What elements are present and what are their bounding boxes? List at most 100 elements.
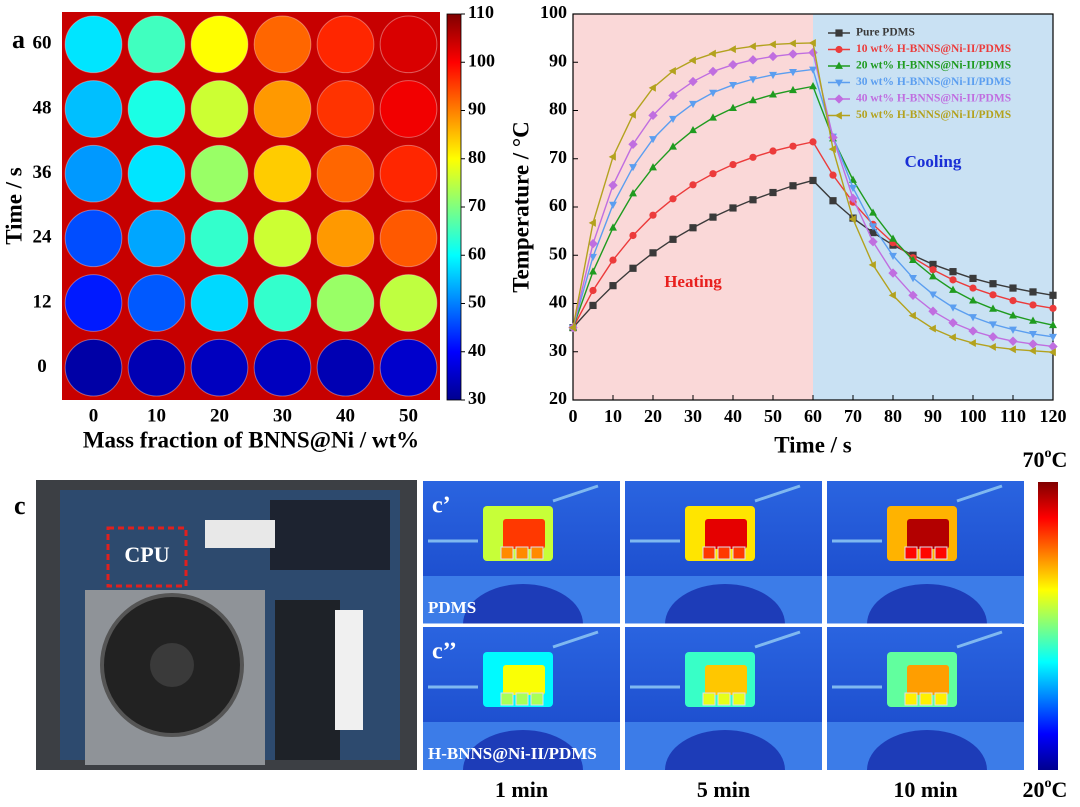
point [709,170,717,178]
y-tick-label: 40 [549,292,567,312]
thermal-square [904,692,918,706]
colorbar-tick-label: 60 [468,243,486,263]
y-tick-label: 70 [549,147,567,167]
x-tick-label: 100 [960,406,987,426]
point [649,136,657,144]
thermal-square [919,692,933,706]
heat-cell [190,274,249,332]
x-tick-label: 40 [724,406,742,426]
x-tick-label: 20 [644,406,662,426]
thermal-square [717,692,731,706]
legend-label: 10 wt% H-BNNS@Ni-II/PDMS [856,43,1011,55]
point [829,197,837,205]
colorbar-min-value: 20 [1023,777,1045,802]
point [609,256,617,264]
heat-cell [190,15,249,74]
unit: C [1052,777,1068,802]
point [949,268,957,276]
point [968,339,976,348]
point [1009,297,1017,305]
colorbar-tick-label: 80 [468,147,486,167]
point [649,211,657,219]
point [728,45,736,54]
point [809,138,817,146]
point [709,113,717,121]
point [769,71,777,80]
point [834,94,844,104]
colorbar-max-value: 70 [1023,447,1045,472]
heat-cell [316,144,375,203]
y-tick-label: 12 [33,291,52,312]
point [788,49,798,59]
point [868,237,878,247]
y-axis-title: Temperature / °C [508,121,533,292]
row-tag: c’’ [432,639,457,665]
thermal-hotspot [503,519,545,549]
y-tick-label: 50 [549,243,567,263]
heat-cell [127,15,186,74]
colorbar-tick-label: 50 [468,292,486,312]
point [848,215,856,224]
point [869,208,877,216]
point [729,103,737,111]
point [834,111,842,120]
point [908,311,916,320]
x-tick-label: 40 [336,405,355,426]
y-tick-label: 60 [549,195,567,215]
legend-label: Pure PDMS [856,27,915,39]
heat-cell [190,144,249,203]
thermal-wire [630,484,801,543]
heat-cell [64,144,123,203]
y-tick-label: 60 [33,33,52,54]
point [589,301,597,310]
point [648,83,656,92]
thermal-square [530,692,544,706]
thermal-wire [630,630,801,689]
point [968,326,978,336]
unit-sup: o [1045,446,1052,461]
heat-cell [253,338,312,397]
point [1029,316,1037,324]
heat-cell [253,15,312,74]
point [809,82,817,90]
legend-label: 30 wt% H-BNNS@Ni-II/PDMS [856,76,1011,88]
point [1029,301,1037,309]
point [929,272,937,280]
point [1049,304,1057,312]
point [929,291,937,299]
thermal-images: c’ PDMS c’’ H-BNNS@Ni-II/PDMS 1 min 5 min 10 m… [423,481,1024,802]
time-label: 10 min [893,777,957,802]
thermal-square [934,692,948,706]
point [749,196,757,204]
point [835,29,843,37]
x-tick-label: 20 [210,405,229,426]
heat-cell [64,15,123,74]
point [768,40,776,49]
point [989,280,997,288]
colorbar-tick-label: 110 [468,2,494,22]
point [1048,348,1056,357]
thermal-square [515,692,529,706]
x-tick-label: 80 [884,406,902,426]
heat-cell [64,80,123,138]
heat-cell [316,338,375,397]
point [828,145,836,154]
heat-cell [379,338,438,397]
point [949,276,957,284]
point [588,238,598,249]
y-tick-label: 90 [549,50,567,70]
thermal-square [732,692,746,706]
point [629,164,637,172]
y-tick-label: 20 [549,388,567,408]
x-tick-label: 50 [764,406,782,426]
point [1028,339,1038,349]
thermal-square [702,692,716,706]
point [689,181,697,189]
point [629,189,637,197]
point [969,274,977,283]
point [929,260,937,269]
point [928,306,938,316]
point [835,79,843,87]
